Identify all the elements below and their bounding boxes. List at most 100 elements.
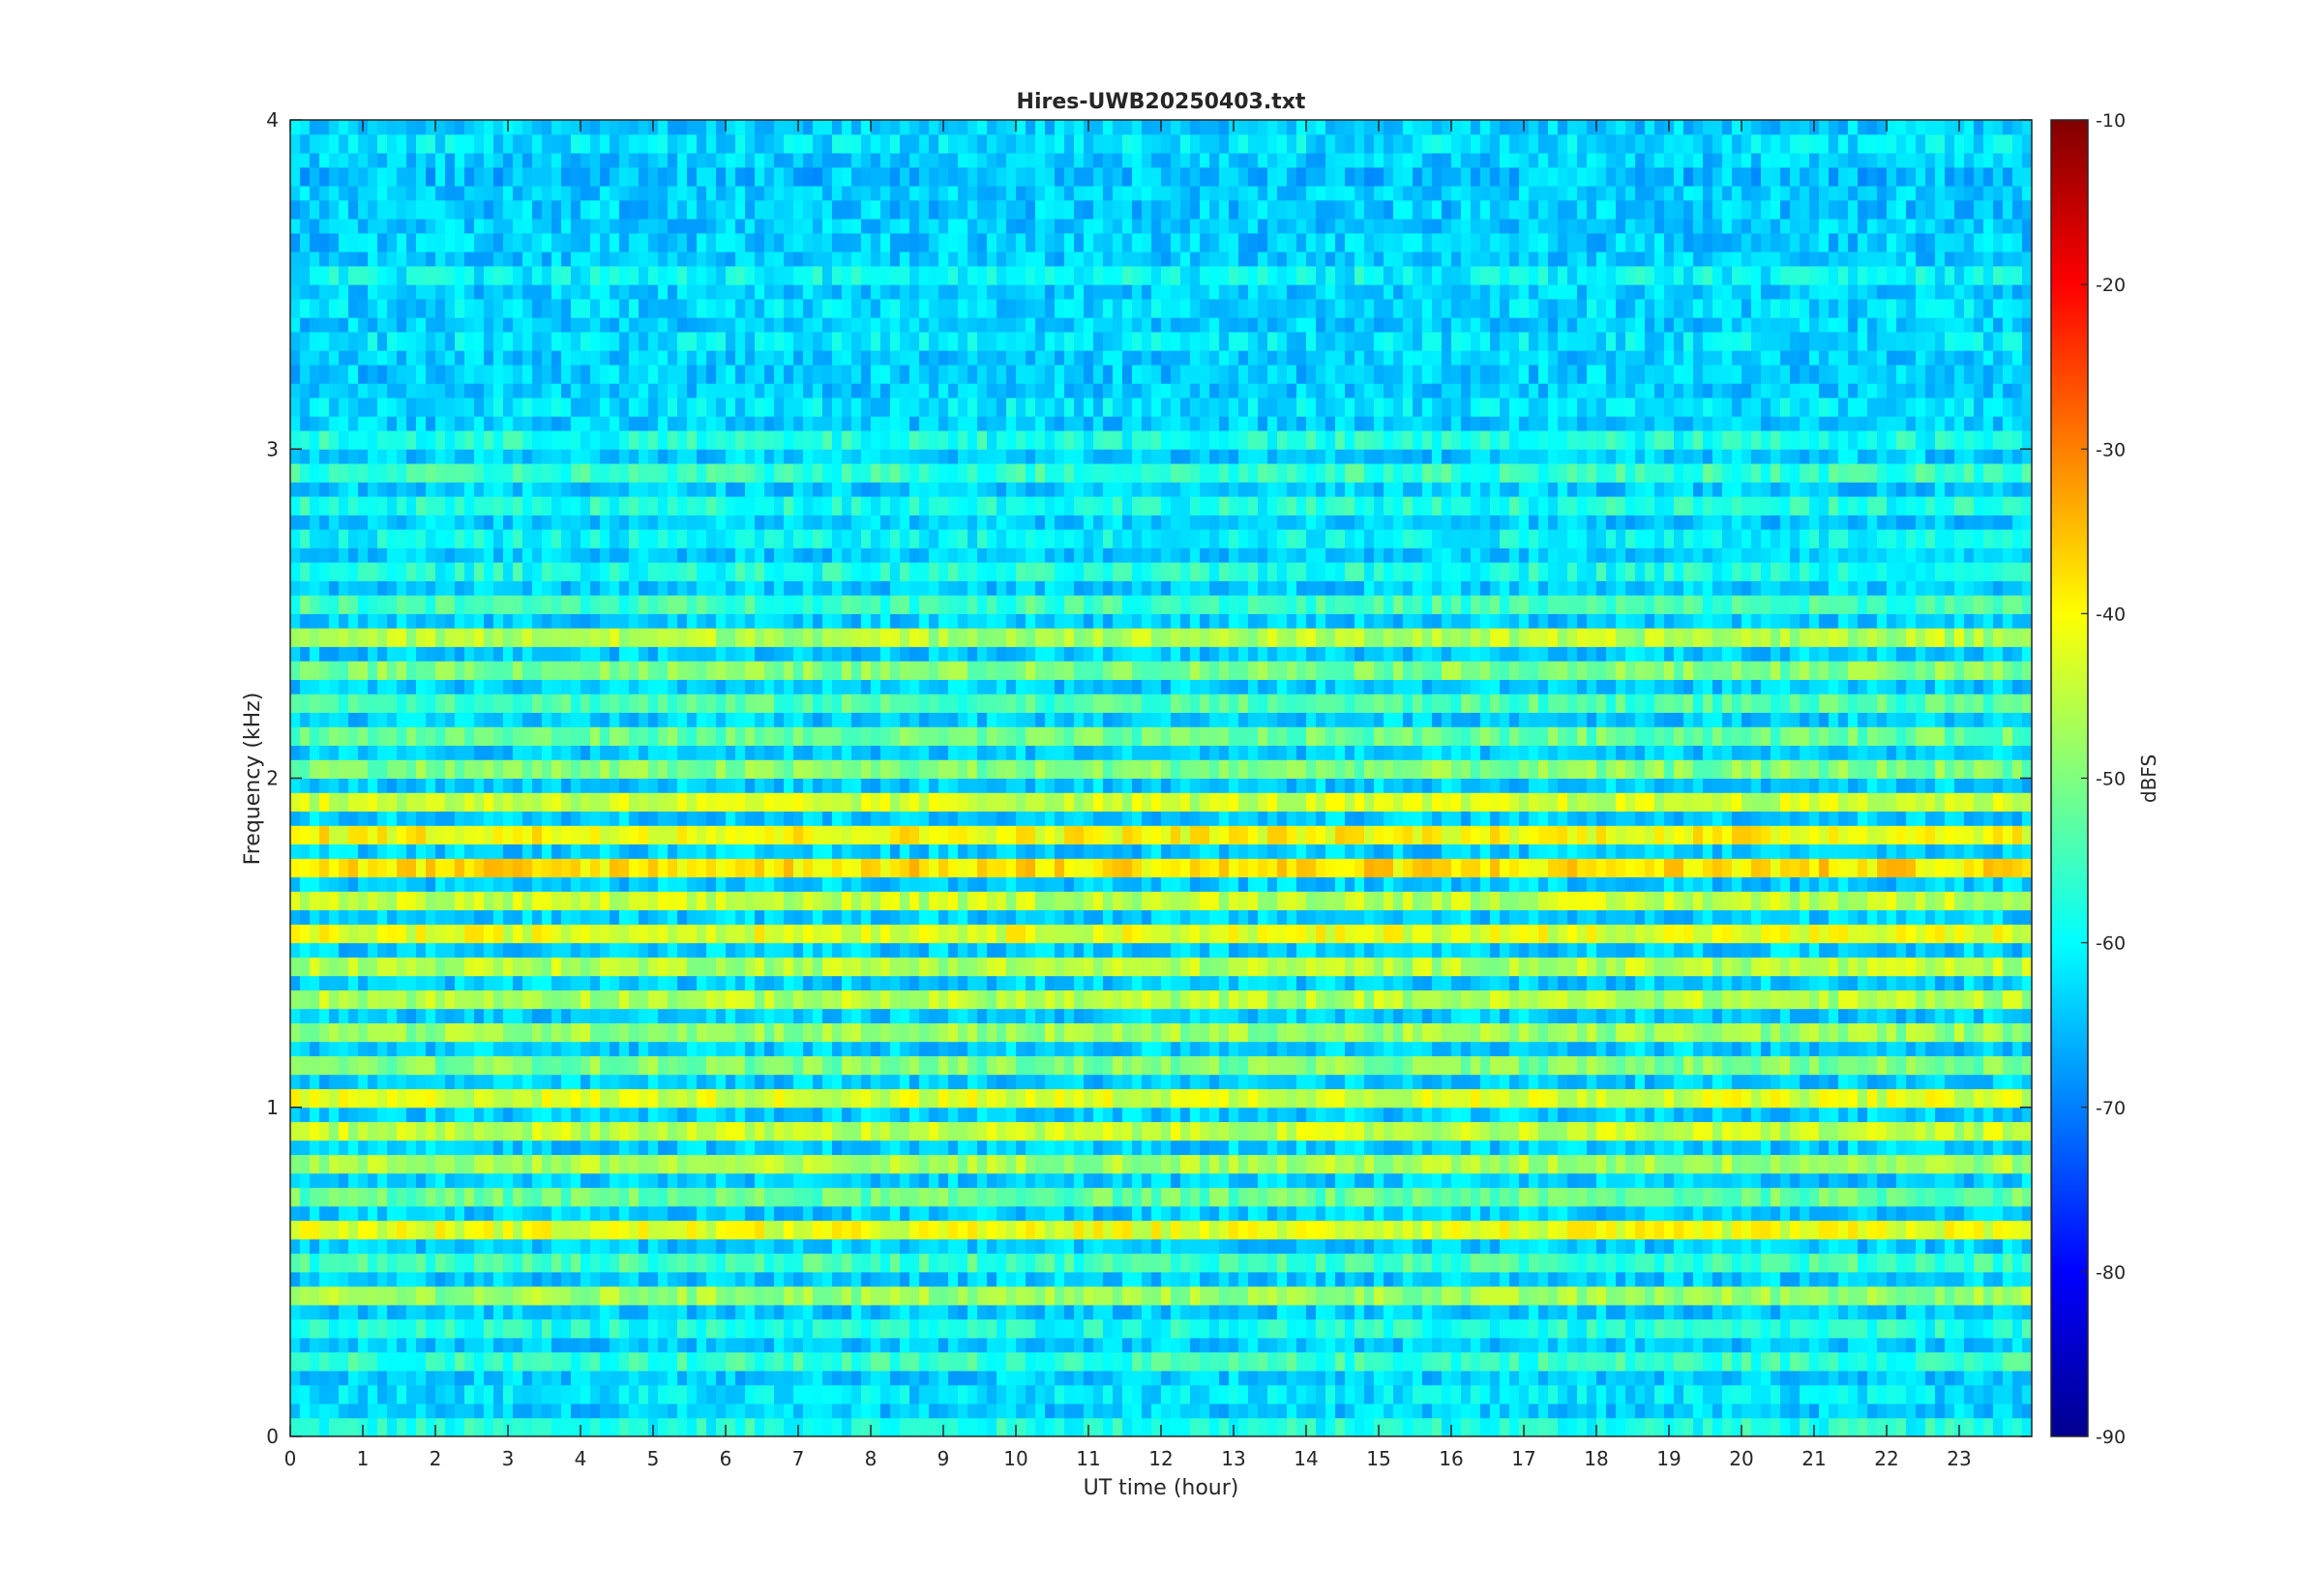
heatmap-cell [1838, 1286, 1849, 1306]
heatmap-cell [1442, 1370, 1452, 1386]
heatmap-cell [561, 1041, 572, 1057]
heatmap-cell [1480, 1271, 1491, 1287]
heatmap-cell [474, 1205, 485, 1222]
heatmap-cell [464, 1188, 475, 1207]
heatmap-cell [1596, 1022, 1607, 1043]
heatmap-cell [455, 1074, 465, 1090]
heatmap-cell [890, 1089, 901, 1108]
heatmap-cell [1142, 1418, 1152, 1436]
heatmap-cell [1751, 1337, 1762, 1353]
heatmap-cell [658, 1056, 669, 1076]
heatmap-cell [851, 1385, 862, 1404]
heatmap-cell [455, 1337, 465, 1353]
heatmap-cell [1529, 1385, 1539, 1404]
heatmap-cell [1790, 1385, 1801, 1404]
heatmap-cell [377, 990, 388, 1010]
heatmap-cell [774, 1041, 785, 1057]
heatmap-cell [2012, 1172, 2023, 1189]
heatmap-cell [958, 1238, 968, 1255]
heatmap-cell [319, 1271, 330, 1287]
heatmap-cell [938, 1139, 949, 1156]
heatmap-cell [1538, 1022, 1549, 1043]
heatmap-cell [861, 1403, 872, 1419]
heatmap-cell [1093, 1089, 1104, 1108]
heatmap-cell [1761, 1403, 1771, 1419]
heatmap-cell [687, 1238, 698, 1255]
heatmap-cell [1393, 1286, 1404, 1306]
heatmap-cell [1335, 1008, 1346, 1023]
heatmap-cell [2003, 1041, 2013, 1057]
heatmap-cell [542, 1122, 552, 1141]
heatmap-cell [406, 1139, 417, 1156]
heatmap-cell [464, 1337, 475, 1353]
heatmap-cell [348, 1271, 359, 1287]
heatmap-cell [1683, 975, 1694, 990]
heatmap-cell [1229, 1107, 1239, 1123]
heatmap-cell [1983, 1008, 1994, 1023]
heatmap-cell [1335, 975, 1346, 990]
heatmap-cell [1877, 1418, 1888, 1436]
heatmap-cell [687, 1022, 698, 1043]
heatmap-cell [1974, 1418, 1984, 1436]
heatmap-cell [687, 1286, 698, 1306]
heatmap-cell [1354, 1385, 1365, 1404]
heatmap-cell [1461, 1089, 1472, 1108]
heatmap-cell [358, 1238, 369, 1255]
heatmap-cell [929, 1089, 939, 1108]
heatmap-cell [958, 1221, 968, 1240]
heatmap-cell [445, 1139, 456, 1156]
heatmap-cell [358, 1205, 369, 1222]
heatmap-cell [310, 1352, 320, 1372]
heatmap-cell [1964, 1056, 1975, 1076]
heatmap-cell [822, 1056, 833, 1076]
heatmap-cell [1751, 1089, 1762, 1108]
heatmap-cell [1142, 990, 1152, 1010]
heatmap-cell [310, 1221, 320, 1240]
heatmap-cell [1548, 1352, 1559, 1372]
heatmap-cell [2012, 1022, 2023, 1043]
heatmap-cell [1529, 1254, 1539, 1273]
heatmap-cell [1393, 1238, 1404, 1255]
heatmap-cell [1267, 1188, 1278, 1207]
heatmap-cell [474, 1304, 485, 1320]
heatmap-cell [348, 1056, 359, 1076]
heatmap-cell [319, 1172, 330, 1189]
heatmap-cell [1151, 1385, 1162, 1404]
heatmap-cell [1287, 1188, 1297, 1207]
heatmap-cell [590, 1139, 601, 1156]
heatmap-cell [290, 1041, 301, 1057]
heatmap-cell [503, 1074, 514, 1090]
heatmap-cell [397, 1385, 407, 1404]
heatmap-cell [1616, 1056, 1626, 1076]
heatmap-cell [290, 1188, 301, 1207]
heatmap-cell [1480, 1205, 1491, 1222]
heatmap-cell [919, 1385, 930, 1404]
heatmap-cell [619, 1008, 630, 1023]
heatmap-cell [1761, 1139, 1771, 1156]
heatmap-cell [793, 1122, 804, 1141]
heatmap-cell [339, 1418, 349, 1436]
heatmap-cell [1432, 1172, 1443, 1189]
heatmap-cell [890, 1122, 901, 1141]
heatmap-cell [1422, 1319, 1433, 1339]
heatmap-cell [755, 1041, 765, 1057]
heatmap-cell [1587, 1221, 1597, 1240]
heatmap-cell [1335, 1286, 1346, 1306]
heatmap-cell [1093, 1286, 1104, 1306]
heatmap-cell [464, 1385, 475, 1404]
heatmap-cell [1016, 1337, 1027, 1353]
heatmap-cell [813, 1139, 823, 1156]
heatmap-cell [1751, 1319, 1762, 1339]
heatmap-cell [1896, 1188, 1907, 1207]
heatmap-cell [348, 1041, 359, 1057]
heatmap-cell [1267, 1221, 1278, 1240]
heatmap-cell [1461, 1205, 1472, 1222]
heatmap-cell [1084, 975, 1094, 990]
heatmap-cell [1616, 1041, 1626, 1057]
heatmap-cell [1393, 1188, 1404, 1207]
heatmap-cell [329, 1418, 340, 1436]
heatmap-cell [1896, 1122, 1907, 1141]
heatmap-cell [1151, 1205, 1162, 1222]
heatmap-cell [1887, 1319, 1897, 1339]
heatmap-cell [1548, 1254, 1559, 1273]
